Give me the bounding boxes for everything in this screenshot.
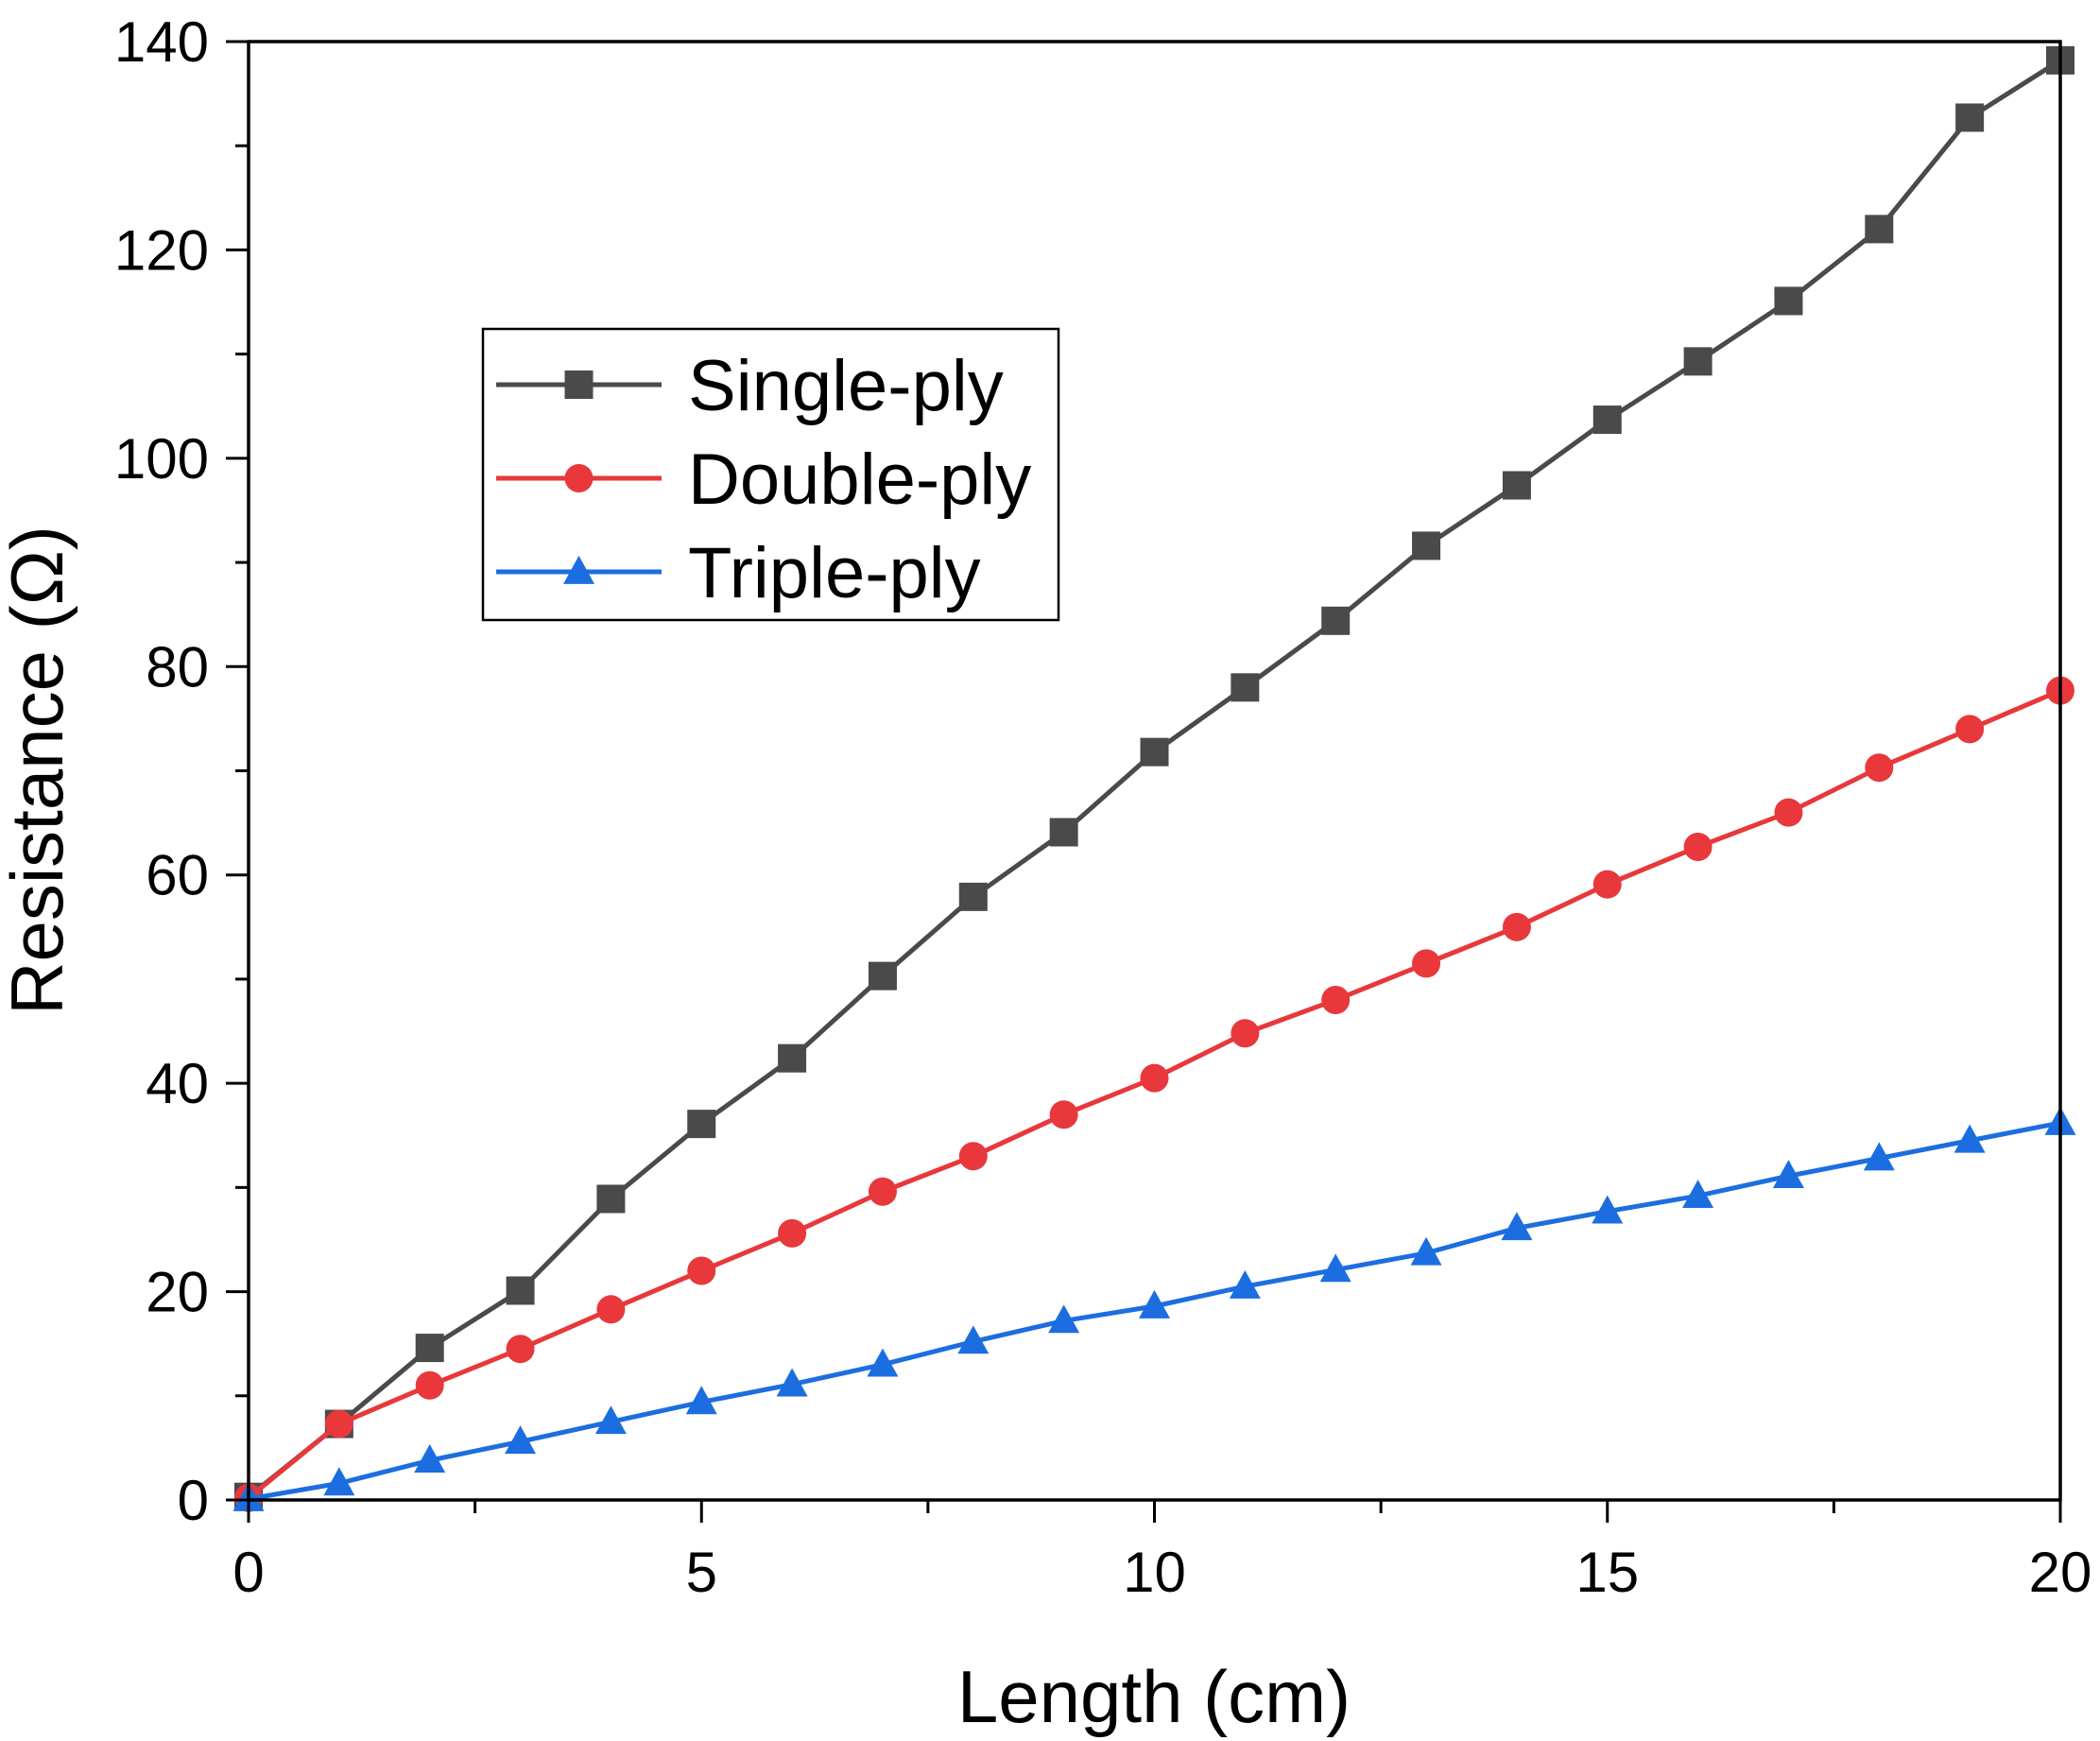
double-ply-point [687,1256,716,1285]
y-tick-label: 140 [114,10,209,74]
legend-label-double-ply: Double-ply [688,440,1031,520]
legend-item-double-ply: Double-ply [496,440,1031,520]
single-ply-point [778,1043,807,1073]
single-ply-point [1502,471,1531,500]
y-tick-label: 40 [146,1052,209,1115]
double-ply-point [1955,715,1985,744]
triple-ply-point [1139,1289,1170,1319]
single-ply-point [1321,606,1351,635]
double-ply-point [958,1142,988,1171]
series-triple-ply [232,1106,2076,1511]
single-ply-point [596,1184,626,1214]
double-ply-point [1592,870,1622,899]
triple-ply-point [1229,1269,1261,1299]
legend-label-triple-ply: Triple-ply [688,533,981,613]
single-ply-point [1683,347,1713,376]
triple-ply-point [776,1368,808,1397]
triple-ply-point [414,1444,446,1473]
single-ply-point [1592,405,1622,435]
triple-ply-point [1954,1124,1986,1153]
legend-label-single-ply: Single-ply [688,346,1004,426]
legend-items: Single-ply Double-ply Triple-ply [496,346,1031,613]
triple-ply-point [867,1348,899,1377]
y-tick-label: 100 [114,427,209,491]
double-ply-point [1412,949,1441,978]
double-ply-point [868,1177,897,1206]
triple-ply-point [1863,1142,1895,1171]
triple-ply-point [1682,1180,1714,1208]
legend-marker-double-ply [564,464,594,492]
triple-ply-point [957,1325,990,1354]
double-ply-point [506,1335,535,1364]
single-ply-point [1865,215,1894,244]
triple-ply-point [1772,1160,1804,1189]
legend-item-triple-ply: Triple-ply [496,533,981,613]
double-ply-point [1865,753,1894,783]
series-double-ply [234,676,2074,1512]
single-ply-point [1412,531,1441,560]
axis-ticks: 0 5 10 15 20 0 20 40 60 80 100 120 140 [114,10,2091,1604]
single-ply-point [1049,818,1078,847]
triple-ply-point [323,1467,355,1496]
double-ply-point [324,1409,353,1439]
double-ply-point [596,1295,626,1324]
triple-ply-point [594,1405,627,1435]
x-tick-label: 20 [2029,1541,2092,1604]
double-ply-point [1774,798,1803,827]
triple-ply-point [1319,1253,1351,1283]
triple-ply-point [685,1386,717,1415]
y-tick-label: 0 [178,1469,209,1532]
triple-ply-point [1592,1195,1624,1224]
triple-ply-point [1410,1236,1442,1266]
y-tick-label: 80 [146,635,209,698]
single-ply-point [868,961,897,991]
double-ply-point [778,1218,807,1248]
x-tick-label: 15 [1575,1541,1639,1604]
single-ply-point [958,882,988,911]
x-tick-label: 5 [686,1541,717,1604]
legend-item-single-ply: Single-ply [496,346,1004,426]
double-ply-point [415,1370,444,1400]
x-tick-label: 10 [1123,1541,1186,1604]
y-tick-label: 20 [146,1261,209,1324]
single-ply-point [415,1334,444,1363]
triple-ply-point [1501,1212,1533,1241]
double-ply-point [1231,1019,1260,1048]
y-tick-label: 120 [114,218,209,282]
y-tick-label: 60 [146,844,209,907]
single-ply-point [506,1276,535,1305]
x-tick-label: 0 [232,1541,264,1604]
single-ply-point [1231,673,1260,702]
legend-marker-single-ply [564,371,594,399]
single-ply-point [1955,103,1985,132]
legend: Single-ply Double-ply Triple-ply [481,327,1060,622]
y-axis-title: Resistance (Ω) [0,526,78,1015]
double-ply-point [1049,1100,1078,1129]
double-ply-point [1321,985,1351,1014]
single-ply-point [1774,286,1803,316]
triple-ply-point [505,1425,537,1455]
single-ply-point [1140,737,1169,767]
double-ply-point [1683,832,1713,861]
legend-marker-triple-ply [563,555,594,584]
single-ply-point [687,1110,716,1139]
x-axis-title: Length (cm) [957,1655,1351,1738]
double-ply-point [1140,1063,1169,1093]
series-layer [232,45,2076,1512]
double-ply-point [1502,912,1531,941]
triple-ply-point [1048,1304,1080,1334]
